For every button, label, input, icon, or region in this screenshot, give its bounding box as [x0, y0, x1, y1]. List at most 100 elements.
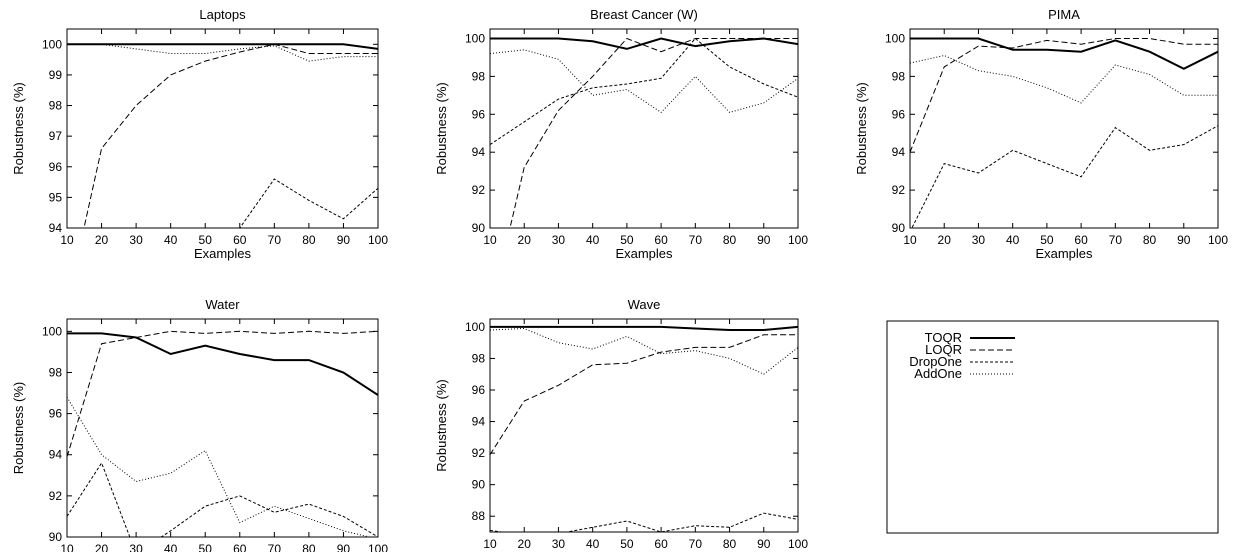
x-tick-label: 60 [233, 542, 247, 552]
y-tick-label: 98 [49, 99, 63, 113]
x-axis-label: Examples [194, 246, 252, 261]
y-axis-label: Robustness (%) [434, 82, 449, 174]
series-line-dropone [490, 512, 798, 532]
x-tick-label: 70 [1109, 233, 1123, 247]
y-tick-label: 100 [885, 31, 905, 45]
series-line-toqr [490, 325, 798, 331]
series-line-loqr [83, 43, 378, 228]
chart-panel-2: Breast Cancer (W) 10 20 30 40 50 60 70 80 90 100 90… [434, 7, 808, 261]
y-tick-label: 94 [49, 448, 63, 462]
x-tick-label: 50 [1040, 233, 1054, 247]
x-tick-label: 50 [620, 233, 634, 247]
y-tick-label: 94 [472, 415, 486, 429]
series-line-dropone [911, 125, 1218, 228]
y-tick-label: 99 [49, 68, 63, 82]
x-tick-label: 90 [337, 542, 351, 552]
x-tick-label: 20 [518, 537, 532, 551]
y-tick-label: 98 [49, 365, 63, 379]
x-tick-label: 40 [164, 233, 178, 247]
series-line-addone [67, 43, 378, 62]
x-tick-label: 100 [788, 233, 808, 247]
x-tick-label: 30 [129, 542, 143, 552]
y-tick-label: 92 [49, 489, 63, 503]
series-line-loqr [490, 334, 798, 455]
legend-label: LOQR [925, 342, 962, 357]
x-tick-label: 30 [552, 537, 566, 551]
chart-panel-4: Water1020304050607080901009092949698100E… [11, 297, 388, 552]
series-line-loqr [67, 330, 378, 457]
x-tick-label: 10 [60, 542, 74, 552]
plot-frame [66, 318, 379, 538]
chart-panel-1: Laptops 10 20 30 40 50 60 70 80 90 100 94 95 96 97 98 99… [11, 7, 388, 261]
x-tick-label: 90 [1177, 233, 1191, 247]
y-tick-label: 88 [472, 509, 486, 523]
x-tick-label: 80 [302, 233, 316, 247]
legend-label: DropOne [909, 354, 962, 369]
y-tick-label: 100 [42, 324, 62, 338]
x-tick-label: 100 [788, 537, 808, 551]
y-tick-label: 100 [42, 37, 62, 51]
y-tick-label: 92 [892, 183, 906, 197]
series-line-toqr [910, 37, 1218, 70]
chart-title: PIMA [1048, 7, 1080, 22]
x-tick-label: 40 [586, 233, 600, 247]
y-tick-label: 92 [472, 183, 486, 197]
x-tick-label: 10 [483, 233, 497, 247]
x-tick-label: 20 [95, 233, 109, 247]
x-tick-label: 10 [483, 537, 497, 551]
x-tick-label: 30 [552, 233, 566, 247]
y-tick-label: 96 [49, 407, 63, 421]
legend-label: TOQR [925, 330, 962, 345]
plot-frame [909, 28, 1219, 229]
y-axis-label: Robustness (%) [11, 82, 26, 174]
y-tick-label: 96 [472, 107, 486, 121]
x-tick-label: 80 [723, 233, 737, 247]
y-tick-label: 94 [472, 145, 486, 159]
x-tick-label: 60 [1074, 233, 1088, 247]
series-line-loqr [910, 38, 1218, 153]
series-line-toqr [67, 332, 378, 396]
y-tick-label: 90 [49, 530, 63, 544]
x-tick-label: 80 [1143, 233, 1157, 247]
x-tick-label: 10 [903, 233, 917, 247]
y-axis-label: Robustness (%) [854, 82, 869, 174]
x-tick-label: 30 [972, 233, 986, 247]
chart-panel-3: PIMA 10 20 30 40 50 60 70 80 90 100 90 92 94 96 98 100 Ex… [854, 7, 1228, 261]
x-tick-label: 50 [199, 542, 213, 552]
y-axis-label: Robustness (%) [11, 382, 26, 474]
plot-frame [66, 28, 379, 229]
x-tick-label: 60 [233, 233, 247, 247]
y-tick-label: 96 [49, 160, 63, 174]
chart-title: Wave [628, 297, 661, 312]
y-tick-label: 95 [49, 190, 63, 204]
x-axis-label: Examples [615, 246, 673, 261]
series-line-addone [490, 49, 798, 114]
x-tick-label: 40 [586, 537, 600, 551]
series-line-dropone [135, 178, 378, 228]
x-tick-label: 40 [164, 542, 178, 552]
x-tick-label: 40 [1006, 233, 1020, 247]
x-tick-label: 60 [654, 233, 668, 247]
x-tick-label: 60 [654, 537, 668, 551]
x-tick-label: 70 [268, 233, 282, 247]
x-tick-label: 100 [368, 233, 388, 247]
x-tick-label: 100 [368, 542, 388, 552]
x-tick-label: 70 [689, 233, 703, 247]
y-tick-label: 100 [465, 320, 485, 334]
series-line-dropone [490, 37, 798, 146]
y-tick-label: 100 [465, 31, 485, 45]
x-tick-label: 100 [1208, 233, 1228, 247]
x-tick-label: 20 [518, 233, 532, 247]
legend-label: AddOne [914, 366, 962, 381]
plot-frame [489, 318, 799, 533]
plot-frame [489, 28, 799, 229]
series-line-addone [67, 396, 372, 537]
y-tick-label: 94 [49, 221, 63, 235]
y-tick-label: 98 [472, 69, 486, 83]
x-tick-label: 90 [337, 233, 351, 247]
x-tick-label: 80 [302, 542, 316, 552]
y-tick-label: 90 [472, 221, 486, 235]
y-tick-label: 98 [472, 351, 486, 365]
x-axis-label: Examples [1035, 246, 1093, 261]
x-tick-label: 70 [689, 537, 703, 551]
